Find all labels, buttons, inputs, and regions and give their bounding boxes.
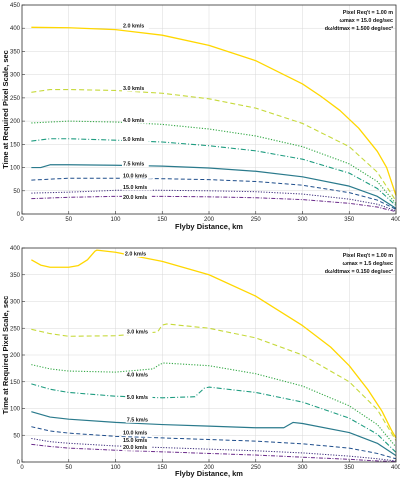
series-label: 10.0 km/s xyxy=(123,431,147,437)
series-label: 15.0 km/s xyxy=(123,185,147,191)
x-tick-label: 0 xyxy=(20,217,24,223)
series-line-10.0-kms xyxy=(31,426,397,460)
series-line-2.0-kms xyxy=(31,249,397,439)
series-line-4.0-kms xyxy=(31,362,397,448)
series-line-3.0-kms xyxy=(31,323,397,441)
info-text-line-1: Pixel Req't = 1.00 m xyxy=(343,253,393,259)
series-label: 4.0 km/s xyxy=(127,372,148,378)
x-tick-label: 0 xyxy=(20,465,24,471)
y-tick-label: 150 xyxy=(10,380,21,386)
y-tick-label: 450 xyxy=(10,3,21,9)
series-line-20.0-kms xyxy=(31,443,397,462)
chart-panel-1: 2.0 km/s 3.0 km/s 4.0 km/s 5.0 km/s 7.5 km/s… xyxy=(1,3,400,231)
y-tick-label: 250 xyxy=(10,326,21,332)
x-axis-label: Flyby Distance, km xyxy=(175,222,243,231)
x-tick-label: 150 xyxy=(157,217,168,223)
series-label-bg xyxy=(121,437,152,444)
y-axis-label: Time at Required Pixel Scale, sec xyxy=(1,50,10,169)
x-tick-label: 200 xyxy=(204,217,215,223)
series-label-bg xyxy=(125,394,153,401)
y-tick-label: 350 xyxy=(10,273,21,279)
info-text-line-3: dω/dtmax = 1.500 deg/sec² xyxy=(325,26,393,32)
x-tick-label: 350 xyxy=(344,465,355,471)
series-line-15.0-kms xyxy=(31,437,397,462)
x-tick-label: 250 xyxy=(251,217,262,223)
series-label: 4.0 km/s xyxy=(123,118,144,124)
x-tick-label: 400 xyxy=(391,465,400,471)
y-tick-label: 200 xyxy=(10,119,21,125)
series-label: 15.0 km/s xyxy=(123,438,147,444)
y-axis-label: Time at Required Pixel Scale, sec xyxy=(1,296,10,415)
series-label-bg xyxy=(121,117,149,124)
chart-panel-2: 2.0 km/s 3.0 km/s 4.0 km/s 5.0 km/s 7.5 km/s… xyxy=(1,246,400,478)
series-line-7.5-kms xyxy=(31,411,397,457)
series-label-bg xyxy=(123,250,151,257)
y-tick-label: 300 xyxy=(10,73,21,79)
series-label-bg xyxy=(125,329,153,336)
x-tick-label: 100 xyxy=(110,217,121,223)
y-tick-label: 200 xyxy=(10,353,21,359)
series-label-bg xyxy=(125,416,153,423)
series-label-bg xyxy=(121,136,149,143)
series-line-5.0-kms xyxy=(31,138,397,207)
x-tick-label: 50 xyxy=(65,465,72,471)
y-tick-label: 150 xyxy=(10,142,21,148)
series-label: 20.0 km/s xyxy=(123,445,147,451)
series-label-bg xyxy=(121,184,152,191)
y-tick-label: 350 xyxy=(10,49,21,55)
y-tick-label: 0 xyxy=(17,212,21,218)
y-tick-label: 50 xyxy=(13,189,20,195)
x-tick-label: 300 xyxy=(297,465,308,471)
info-text-line-2: ωmax = 1.5 deg/sec xyxy=(342,261,393,267)
series-label-bg xyxy=(125,371,153,378)
info-text-line-1: Pixel Req't = 1.00 m xyxy=(343,10,393,16)
series-line-10.0-kms xyxy=(31,177,397,210)
y-tick-label: 300 xyxy=(10,300,21,306)
series-label: 2.0 km/s xyxy=(123,23,144,29)
series-label-bg xyxy=(121,444,152,451)
x-tick-label: 300 xyxy=(297,217,308,223)
y-tick-label: 50 xyxy=(13,433,20,439)
x-tick-label: 400 xyxy=(391,217,400,223)
x-axis-label: Flyby Distance, km xyxy=(175,469,243,478)
series-label: 20.0 km/s xyxy=(123,195,147,201)
x-tick-label: 250 xyxy=(251,465,262,471)
series-label: 7.5 km/s xyxy=(123,162,144,168)
series-label: 10.0 km/s xyxy=(123,173,147,179)
series-label-bg xyxy=(121,85,149,92)
series-label-bg xyxy=(121,172,152,179)
x-tick-label: 100 xyxy=(110,465,121,471)
series-line-20.0-kms xyxy=(31,195,397,213)
series-label: 2.0 km/s xyxy=(125,251,146,257)
info-text-line-2: ωmax = 15.0 deg/sec xyxy=(339,18,393,24)
info-text-line-3: dω/dtmax = 0.150 deg/sec² xyxy=(325,269,393,275)
y-tick-label: 400 xyxy=(10,26,21,32)
x-tick-label: 200 xyxy=(204,465,215,471)
series-label: 5.0 km/s xyxy=(127,395,148,401)
series-line-3.0-kms xyxy=(31,88,397,202)
y-tick-label: 0 xyxy=(17,460,21,466)
series-line-4.0-kms xyxy=(31,120,397,205)
y-tick-label: 100 xyxy=(10,166,21,172)
series-line-15.0-kms xyxy=(31,189,397,212)
series-line-2.0-kms xyxy=(31,26,397,196)
x-tick-label: 350 xyxy=(344,217,355,223)
x-tick-label: 50 xyxy=(65,217,72,223)
series-line-7.5-kms xyxy=(31,164,397,209)
series-label-bg xyxy=(121,194,152,201)
x-tick-label: 150 xyxy=(157,465,168,471)
y-tick-label: 250 xyxy=(10,96,21,102)
y-tick-label: 400 xyxy=(10,246,21,252)
series-label-bg xyxy=(121,22,149,29)
series-label: 7.5 km/s xyxy=(127,417,148,423)
y-tick-label: 100 xyxy=(10,407,21,413)
series-label: 3.0 km/s xyxy=(127,330,148,336)
series-label-bg xyxy=(121,430,152,437)
series-line-5.0-kms xyxy=(31,383,397,453)
series-label-bg xyxy=(121,161,149,168)
series-label: 3.0 km/s xyxy=(123,86,144,92)
series-label: 5.0 km/s xyxy=(123,137,144,143)
